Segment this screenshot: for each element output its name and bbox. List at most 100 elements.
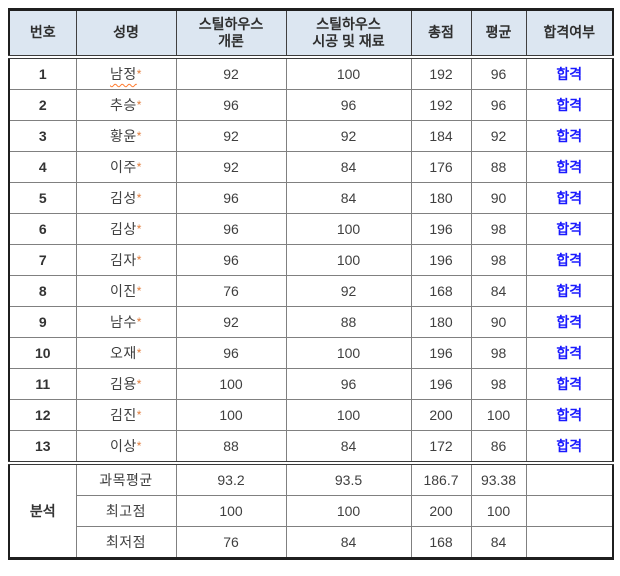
cell-total: 172 bbox=[410, 430, 472, 465]
cell-student-name: 김자* bbox=[75, 244, 177, 276]
cell-total: 180 bbox=[410, 306, 472, 338]
cell-average: 96 bbox=[470, 56, 527, 90]
cell-total: 184 bbox=[410, 120, 472, 152]
student-rows: 1 남정* 92 100 192 96 합격 2 추승* 96 96 192 96 합격 3 황윤* 92 92 1… bbox=[8, 56, 614, 465]
cell-student-name: 오재* bbox=[75, 337, 177, 369]
masked-char: * bbox=[136, 98, 142, 112]
header-score2: 스틸하우스 시공 및 재료 bbox=[285, 9, 412, 59]
cell-score-construction: 84 bbox=[285, 430, 412, 465]
cell-average: 86 bbox=[470, 430, 527, 465]
cell-score-construction: 84 bbox=[285, 182, 412, 214]
cell-score-intro: 100 bbox=[175, 399, 287, 431]
masked-char: * bbox=[136, 315, 142, 329]
cell-average: 92 bbox=[470, 120, 527, 152]
header-result: 합격여부 bbox=[525, 9, 614, 59]
masked-char: * bbox=[136, 408, 142, 422]
cell-row-number: 9 bbox=[8, 306, 77, 338]
table-row: 11 김용* 100 96 196 98 합격 bbox=[8, 368, 614, 400]
table-row: 10 오재* 96 100 196 98 합격 bbox=[8, 337, 614, 369]
analysis-metric-label: 최저점 bbox=[75, 526, 177, 559]
cell-score-intro: 96 bbox=[175, 213, 287, 245]
table-row: 5 김성* 96 84 180 90 합격 bbox=[8, 182, 614, 214]
header-average: 평균 bbox=[470, 9, 527, 59]
cell-pass-status: 합격 bbox=[525, 368, 614, 400]
cell-row-number: 6 bbox=[8, 213, 77, 245]
cell-student-name: 김성* bbox=[75, 182, 177, 214]
analysis-metric-label: 과목평균 bbox=[75, 462, 177, 496]
cell-score-intro: 96 bbox=[175, 182, 287, 214]
cell-row-number: 2 bbox=[8, 89, 77, 121]
masked-char: * bbox=[136, 346, 142, 360]
cell-score-construction: 100 bbox=[285, 56, 412, 90]
analysis-pass-empty bbox=[525, 495, 614, 527]
masked-char: * bbox=[136, 284, 142, 298]
cell-student-name: 김상* bbox=[75, 213, 177, 245]
cell-score-intro: 96 bbox=[175, 244, 287, 276]
cell-score-construction: 96 bbox=[285, 368, 412, 400]
cell-score-construction: 84 bbox=[285, 151, 412, 183]
analysis-row: 최저점 76 84 168 84 bbox=[9, 526, 614, 559]
cell-score-intro: 88 bbox=[175, 430, 287, 465]
analysis-score-intro: 93.2 bbox=[175, 462, 287, 496]
analysis-average: 100 bbox=[470, 495, 527, 527]
cell-pass-status: 합격 bbox=[525, 89, 614, 121]
masked-char: * bbox=[136, 191, 142, 205]
cell-total: 196 bbox=[410, 213, 472, 245]
cell-row-number: 3 bbox=[8, 120, 77, 152]
table-row: 8 이진* 76 92 168 84 합격 bbox=[8, 275, 614, 307]
masked-char: * bbox=[136, 253, 142, 267]
analysis-pass-empty bbox=[525, 462, 614, 496]
cell-pass-status: 합격 bbox=[525, 56, 614, 90]
cell-pass-status: 합격 bbox=[525, 399, 614, 431]
cell-student-name: 황윤* bbox=[75, 120, 177, 152]
analysis-average: 84 bbox=[470, 526, 527, 559]
cell-student-name: 이주* bbox=[75, 151, 177, 183]
masked-char: * bbox=[136, 67, 142, 81]
cell-row-number: 10 bbox=[8, 337, 77, 369]
table-row: 12 김진* 100 100 200 100 합격 bbox=[8, 399, 614, 431]
cell-student-name: 추승* bbox=[75, 89, 177, 121]
cell-average: 90 bbox=[470, 306, 527, 338]
score-sheet: 번호 성명 스틸하우스 개론 스틸하우스 시공 및 재료 총점 평균 합격여부 … bbox=[8, 8, 614, 560]
cell-total: 196 bbox=[410, 244, 472, 276]
cell-student-name: 이상* bbox=[75, 430, 177, 465]
cell-row-number: 1 bbox=[8, 56, 77, 90]
cell-total: 180 bbox=[410, 182, 472, 214]
cell-row-number: 13 bbox=[8, 430, 77, 465]
cell-row-number: 4 bbox=[8, 151, 77, 183]
cell-score-intro: 92 bbox=[175, 120, 287, 152]
header-no: 번호 bbox=[8, 9, 77, 59]
analysis-total: 168 bbox=[410, 526, 472, 559]
analysis-pass-empty bbox=[525, 526, 614, 559]
score-table: 번호 성명 스틸하우스 개론 스틸하우스 시공 및 재료 총점 평균 합격여부 … bbox=[8, 8, 614, 560]
cell-row-number: 12 bbox=[8, 399, 77, 431]
cell-student-name: 이진* bbox=[75, 275, 177, 307]
cell-score-construction: 100 bbox=[285, 244, 412, 276]
masked-char: * bbox=[136, 377, 142, 391]
analysis-score-intro: 76 bbox=[175, 526, 287, 559]
cell-score-intro: 96 bbox=[175, 337, 287, 369]
analysis-score-construction: 100 bbox=[285, 495, 412, 527]
analysis-metric-label: 최고점 bbox=[75, 495, 177, 527]
cell-average: 98 bbox=[470, 368, 527, 400]
cell-pass-status: 합격 bbox=[525, 151, 614, 183]
table-row: 9 남수* 92 88 180 90 합격 bbox=[8, 306, 614, 338]
masked-char: * bbox=[136, 222, 142, 236]
cell-score-intro: 92 bbox=[175, 56, 287, 90]
cell-score-construction: 100 bbox=[285, 337, 412, 369]
cell-pass-status: 합격 bbox=[525, 337, 614, 369]
cell-score-intro: 76 bbox=[175, 275, 287, 307]
cell-student-name: 남수* bbox=[75, 306, 177, 338]
analysis-row: 최고점 100 100 200 100 bbox=[9, 495, 614, 527]
header-score1: 스틸하우스 개론 bbox=[175, 9, 287, 59]
header-name: 성명 bbox=[75, 9, 177, 59]
table-row: 1 남정* 92 100 192 96 합격 bbox=[8, 56, 614, 90]
cell-score-construction: 92 bbox=[285, 120, 412, 152]
cell-average: 98 bbox=[470, 244, 527, 276]
cell-pass-status: 합격 bbox=[525, 306, 614, 338]
cell-score-intro: 92 bbox=[175, 306, 287, 338]
table-row: 3 황윤* 92 92 184 92 합격 bbox=[8, 120, 614, 152]
cell-score-construction: 100 bbox=[285, 399, 412, 431]
table-row: 6 김상* 96 100 196 98 합격 bbox=[8, 213, 614, 245]
cell-total: 192 bbox=[410, 89, 472, 121]
